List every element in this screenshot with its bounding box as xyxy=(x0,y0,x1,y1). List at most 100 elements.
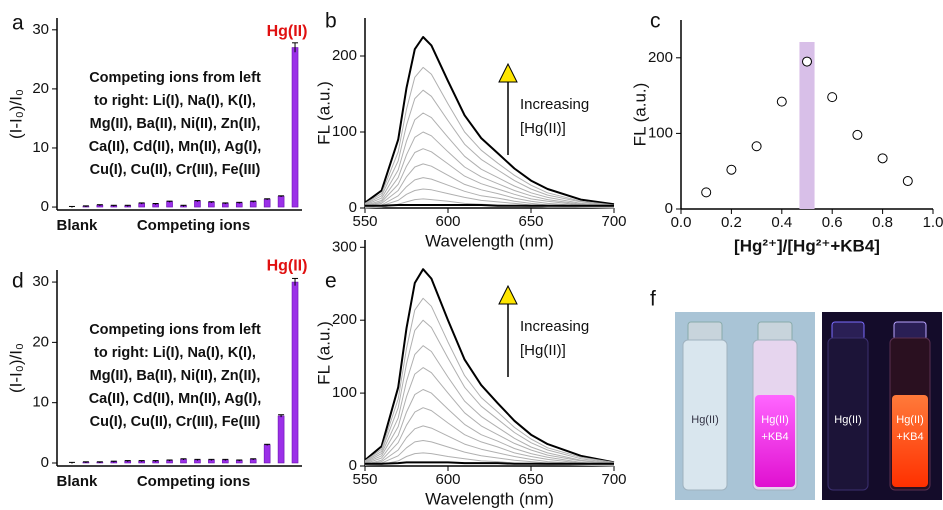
spectrum-line xyxy=(364,297,615,463)
y-tick-label: 20 xyxy=(32,333,49,350)
point xyxy=(802,56,812,67)
spectrum-line xyxy=(364,389,615,465)
spectrum-line xyxy=(364,268,615,464)
annotation: [Hg(II)] xyxy=(520,342,566,359)
spectrum-line xyxy=(364,319,615,464)
spectrum-line xyxy=(364,131,615,207)
vial-label: Hg(II) xyxy=(761,414,789,426)
bar-label: Hg(II) xyxy=(267,23,308,40)
spectrum-line xyxy=(364,112,615,207)
panel: d 0 10 20 30 (I-I₀)/I₀ Blank Hg(II) Competing io… xyxy=(6,257,307,490)
x-tick-label: 550 xyxy=(352,213,377,230)
panel: c 0 100 200 0.0 0.2 0.4 0.6 0.8 1.0 FL (a.u.) [Hg²⁺… xyxy=(630,10,943,256)
annotation: Ca(II), Cd(II), Mn(II), Ag(I), xyxy=(89,139,262,155)
spectrum-line xyxy=(364,163,615,208)
panel: a 0 10 20 30 (I-I₀)/I₀ Blank Hg(II) Competing io… xyxy=(6,12,307,234)
point xyxy=(827,92,838,103)
point xyxy=(726,164,737,175)
panel-label: e xyxy=(325,270,337,293)
annotation: Cu(I), Cu(II), Cr(III), Fe(III) xyxy=(90,414,261,430)
y-tick-label: 30 xyxy=(32,273,49,290)
x-tick-label: Blank xyxy=(57,217,99,234)
y-tick-label: 0 xyxy=(665,200,673,217)
y-tick-label: 200 xyxy=(648,49,673,66)
vial-label: Hg(II) xyxy=(691,414,719,426)
spectrum-line xyxy=(364,148,615,207)
spectrum-line xyxy=(364,36,615,206)
x-tick-label: 0.2 xyxy=(721,214,742,231)
vial-cap xyxy=(757,321,793,343)
y-tick-label: 200 xyxy=(332,47,357,64)
x-tick-label: 0.4 xyxy=(771,214,792,231)
x-tick-label: 700 xyxy=(601,213,626,230)
bar xyxy=(166,201,173,208)
panel: e 0 100 200 300 550 600 650 700 FL (a.u.) Waveleng… xyxy=(314,238,626,508)
vial-solution xyxy=(892,395,928,487)
vial xyxy=(827,337,869,491)
vial xyxy=(682,339,728,491)
photo-panel: f Hg(II) Hg(II) +KB4 Hg(II) Hg(II) +KB4 xyxy=(650,288,942,500)
x-tick-label: 550 xyxy=(352,471,377,488)
x-tick-label: Blank xyxy=(57,473,99,490)
annotation: Cu(I), Cu(II), Cr(III), Fe(III) xyxy=(90,162,261,178)
vial-cap xyxy=(893,321,927,341)
panel-label: d xyxy=(12,270,24,293)
panel-label: f xyxy=(650,288,656,311)
spectrum-line xyxy=(365,204,614,207)
y-tick-label: 0 xyxy=(41,198,49,215)
x-tick-label: 700 xyxy=(601,471,626,488)
vial-label: Hg(II) xyxy=(896,414,924,426)
point xyxy=(902,176,913,187)
y-axis-label: (I-I₀)/I₀ xyxy=(6,89,25,139)
spectrum-line xyxy=(364,367,615,465)
bar xyxy=(194,200,201,208)
bar xyxy=(277,196,285,208)
y-tick-label: 100 xyxy=(648,124,673,141)
panel: b 0 100 200 550 600 650 700 FL (a.u.) Wavelength … xyxy=(314,10,626,251)
spectrum-line xyxy=(364,407,615,465)
y-axis-label: (I-I₀)/I₀ xyxy=(6,343,25,393)
x-tick-label: 650 xyxy=(518,213,543,230)
annotation: Competing ions from left xyxy=(89,322,261,338)
x-tick-label: 0.8 xyxy=(872,214,893,231)
spectrum-line xyxy=(364,177,615,208)
x-tick-label: 600 xyxy=(435,213,460,230)
y-tick-label: 0 xyxy=(349,457,357,474)
spectrum-line xyxy=(364,440,615,466)
bar xyxy=(291,281,299,464)
bar xyxy=(277,415,285,464)
y-tick-label: 0 xyxy=(349,199,357,216)
vial-cap xyxy=(687,321,723,343)
x-tick-label: 1.0 xyxy=(923,214,943,231)
x-axis-label: Wavelength (nm) xyxy=(425,231,554,250)
spectrum-line xyxy=(365,461,614,465)
x-axis-label: Competing ions xyxy=(137,473,250,490)
annotation: Increasing xyxy=(520,96,589,113)
y-axis-label: FL (a.u.) xyxy=(314,81,333,145)
bar xyxy=(249,201,257,208)
panel-label: c xyxy=(650,10,661,33)
point xyxy=(701,187,712,198)
y-tick-label: 20 xyxy=(32,80,49,97)
point xyxy=(852,129,863,140)
panel-label: a xyxy=(12,12,24,35)
annotation: Mg(II), Ba(II), Ni(II), Zn(II), xyxy=(90,116,261,132)
y-tick-label: 300 xyxy=(332,238,357,255)
y-tick-label: 100 xyxy=(332,384,357,401)
y-axis-label: FL (a.u.) xyxy=(630,83,649,147)
arrow-head xyxy=(498,284,518,305)
panel-label: b xyxy=(325,10,337,33)
x-axis-label: Competing ions xyxy=(137,217,250,234)
x-tick-label: 0.6 xyxy=(822,214,843,231)
point xyxy=(877,153,888,164)
y-axis-label: FL (a.u.) xyxy=(314,321,333,385)
highlight-band xyxy=(799,42,815,209)
annotation: Mg(II), Ba(II), Ni(II), Zn(II), xyxy=(90,368,261,384)
bar xyxy=(263,199,271,208)
spectrum-line xyxy=(364,66,615,206)
spectrum-line xyxy=(364,425,615,466)
vial-cap xyxy=(831,321,865,341)
annotation: to right: Li(I), Na(I), K(I), xyxy=(94,93,256,109)
spectrum-line xyxy=(364,89,615,207)
